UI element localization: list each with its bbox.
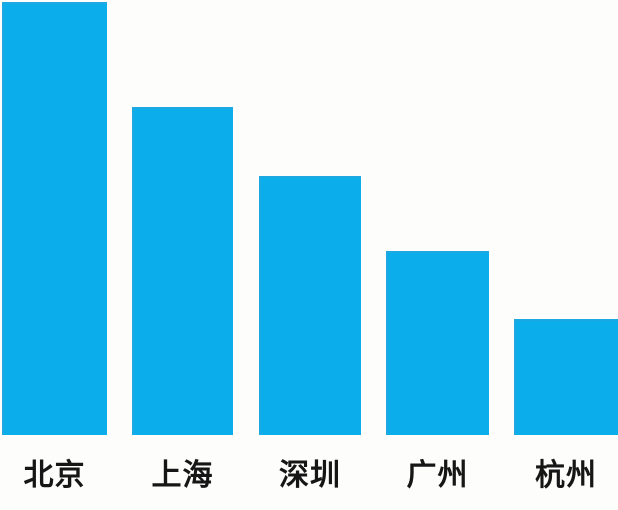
axis-label-beijing: 北京 — [23, 458, 86, 493]
bar-beijing[interactable] — [2, 2, 107, 435]
category-axis: 北京 上海 深圳 广州 杭州 — [0, 435, 618, 510]
bar-hangzhou[interactable] — [514, 319, 618, 435]
axis-label-shenzhen: 深圳 — [279, 458, 341, 493]
plot-area — [2, 2, 618, 435]
bar-shanghai[interactable] — [132, 107, 233, 435]
axis-label-guangzhou: 广州 — [406, 458, 469, 493]
axis-label-hangzhou: 杭州 — [535, 458, 597, 493]
bar-guangzhou[interactable] — [386, 251, 489, 435]
bar-shenzhen[interactable] — [259, 176, 361, 435]
axis-label-shanghai: 上海 — [151, 458, 214, 493]
